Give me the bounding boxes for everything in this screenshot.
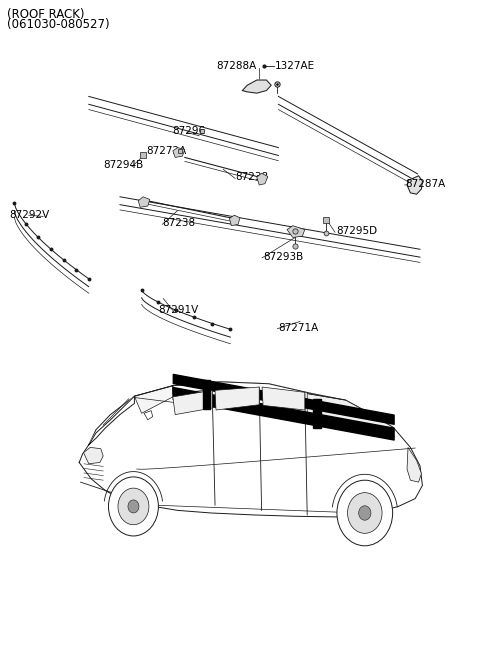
Polygon shape [313, 399, 321, 428]
Ellipse shape [337, 480, 393, 546]
Text: 87292V: 87292V [10, 210, 50, 220]
Polygon shape [257, 173, 268, 185]
Polygon shape [134, 386, 173, 413]
Polygon shape [203, 380, 210, 409]
Text: 87238: 87238 [235, 172, 268, 182]
Text: 87295D: 87295D [336, 226, 377, 236]
Text: 87287A: 87287A [406, 178, 446, 189]
Text: 87296: 87296 [172, 126, 205, 136]
Polygon shape [407, 447, 421, 482]
Ellipse shape [128, 500, 139, 513]
Text: 87271A: 87271A [278, 323, 319, 333]
Text: 87238: 87238 [162, 218, 195, 228]
Ellipse shape [108, 477, 158, 536]
Polygon shape [215, 387, 259, 410]
Polygon shape [79, 382, 422, 517]
Ellipse shape [348, 493, 382, 533]
Text: (ROOF RACK): (ROOF RACK) [7, 8, 84, 21]
Ellipse shape [118, 488, 149, 525]
Polygon shape [262, 387, 305, 410]
Polygon shape [242, 80, 271, 93]
Polygon shape [229, 215, 240, 226]
Polygon shape [173, 148, 185, 157]
Text: 1327AE: 1327AE [275, 60, 315, 71]
Polygon shape [307, 394, 394, 433]
Text: 87272A: 87272A [146, 146, 187, 156]
Polygon shape [407, 176, 422, 194]
Text: (061030-080527): (061030-080527) [7, 18, 110, 31]
Polygon shape [84, 447, 103, 464]
Text: 87291V: 87291V [158, 304, 199, 315]
Polygon shape [173, 390, 212, 415]
Text: 87293B: 87293B [263, 252, 303, 262]
Polygon shape [138, 197, 150, 207]
Polygon shape [89, 396, 134, 445]
Text: 87288A: 87288A [216, 60, 257, 71]
Text: 87294B: 87294B [103, 160, 144, 171]
Polygon shape [287, 226, 305, 237]
Ellipse shape [359, 506, 371, 520]
Polygon shape [144, 411, 153, 420]
Polygon shape [173, 382, 394, 433]
